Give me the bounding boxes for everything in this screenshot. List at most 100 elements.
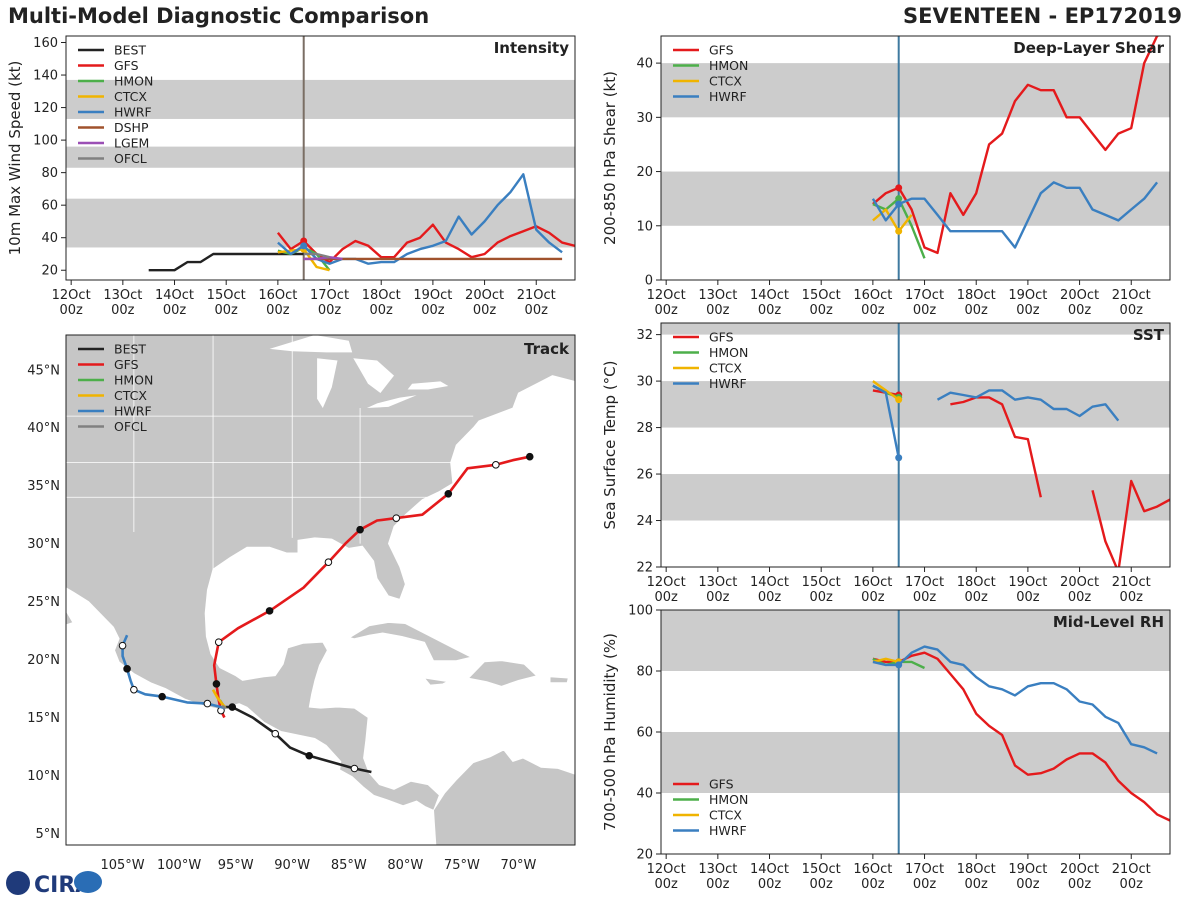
rh-band [661,732,1170,793]
intensity-xtick-hour: 00z [421,303,445,318]
rh-xtick-hour: 00z [1068,877,1092,892]
intensity-xtick-date: 16Oct [258,288,297,303]
intensity-xtick-date: 20Oct [465,288,504,303]
intensity-legend-gfs: GFS [114,58,139,73]
land-puerto-rico [549,676,569,684]
sst-xtick-date: 15Oct [802,575,841,590]
rh-xtick-date: 14Oct [750,862,789,877]
rh-xtick-date: 12Oct [647,862,686,877]
intensity-legend-hwrf: HWRF [114,105,152,120]
rh-ytick-label: 40 [636,787,653,802]
rh-xtick-hour: 00z [654,877,678,892]
track-gfs-point [212,680,221,688]
track-best-point [305,751,313,760]
land-baja [66,610,74,626]
shear-xtick-hour: 00z [913,303,937,318]
track-lat-label: 35°N [27,479,60,494]
track-lon-label: 90°W [274,858,310,873]
sst-series-gfs [950,396,1042,498]
intensity-ylabel: 10m Max Wind Speed (kt) [6,61,24,256]
shear-xtick-date: 16Oct [853,288,892,303]
rh-ytick-label: 60 [636,726,653,741]
intensity-series-best [148,252,304,272]
track-best-point [228,703,237,711]
sst-xtick-date: 16Oct [853,575,892,590]
sst-xtick-hour: 00z [913,590,937,605]
track-legend-ctcx: CTCX [114,388,147,403]
intensity-title: Intensity [494,39,570,57]
rh-xtick-date: 21Oct [1112,862,1151,877]
sst-xtick-hour: 00z [810,590,834,605]
sst-ylabel: Sea Surface Temp (°C) [601,360,619,529]
shear-xtick-hour: 00z [810,303,834,318]
track-lon-label: 95°W [218,858,254,873]
lake-superior [269,335,353,353]
shear-marker-hwrf [895,200,903,208]
sst-marker-ctcx [895,396,903,404]
shear-xtick-hour: 00z [965,303,989,318]
intensity-ytick-label: 120 [33,101,58,116]
rh-xtick-date: 16Oct [853,862,892,877]
intensity-band [66,198,575,248]
track-lon-label: 85°W [331,858,367,873]
track-best [225,705,372,774]
shear-frame [660,35,1171,281]
sst-ytick-label: 32 [636,328,653,343]
track-lon-label: 80°W [387,858,423,873]
rh-marker-hwrf [895,661,903,669]
track-ctcx [211,689,227,709]
sst-series-gfs [1091,479,1170,567]
rh-band [661,610,1170,671]
rh-ylabel: 700-500 hPa Humidity (%) [601,633,619,831]
shear-marker-ctcx [895,227,903,235]
shear-ytick-label: 0 [645,274,653,289]
sst-frame [660,322,1171,568]
panel-shear: 01020304012Oct00z13Oct00z14Oct00z15Oct00… [601,35,1171,318]
intensity-xtick-hour: 00z [215,303,239,318]
rh-ytick-label: 80 [636,665,653,680]
track-gfs-point [356,525,364,534]
intensity-xtick-date: 12Oct [52,288,91,303]
shear-series-ctcx [872,208,913,233]
shear-xtick-date: 21Oct [1112,288,1151,303]
sst-series-hwrf [936,389,1120,422]
intensity-xtick-hour: 00z [525,303,549,318]
rh-xtick-date: 15Oct [802,862,841,877]
rh-ytick-label: 20 [636,848,653,863]
shear-marker-hmon [895,195,903,203]
intensity-xtick-hour: 00z [59,303,83,318]
sst-band [661,381,1170,428]
track-lat-label: 15°N [27,711,60,726]
intensity-ytick-label: 20 [41,264,58,279]
shear-xtick-date: 18Oct [957,288,996,303]
track-hwrf-point [203,699,212,708]
intensity-xtick-hour: 00z [370,303,394,318]
intensity-xtick-date: 21Oct [517,288,556,303]
track-lat-label: 5°N [36,827,61,842]
intensity-xtick-hour: 00z [473,303,497,318]
intensity-xtick-hour: 00z [318,303,342,318]
shear-xtick-hour: 00z [861,303,885,318]
rh-xtick-date: 17Oct [905,862,944,877]
track-legend-gfs: GFS [114,357,139,372]
land-north-america [66,335,575,811]
rh-xtick-hour: 00z [965,877,989,892]
sst-xtick-date: 12Oct [647,575,686,590]
intensity-plot-area [66,36,575,280]
rh-xtick-date: 18Oct [957,862,996,877]
sst-plot-area [661,323,1170,567]
intensity-ytick-label: 160 [33,36,58,51]
sst-series-hwrf [872,384,900,459]
sst-xtick-hour: 00z [1068,590,1092,605]
intensity-legend-lgem: LGEM [114,136,149,151]
intensity-xtick-date: 15Oct [207,288,246,303]
track-frame [65,334,576,846]
shear-band [661,63,1170,118]
track-legend-ofcl: OFCL [114,419,147,434]
rh-xtick-hour: 00z [1120,877,1144,892]
shear-series-hwrf [871,181,1159,249]
sst-xtick-hour: 00z [1016,590,1040,605]
track-hwrf-point [118,641,127,650]
sst-marker-hwrf [895,454,903,462]
rh-series-hwrf [872,645,1158,755]
